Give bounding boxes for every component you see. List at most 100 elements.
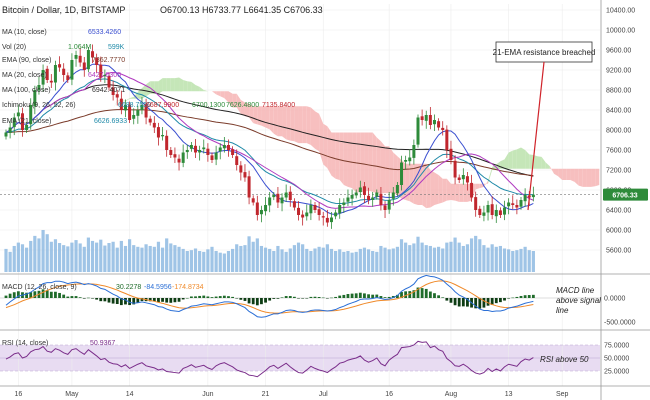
candle [395,182,399,197]
candle [478,205,482,218]
annotation-macd-line3: line [556,306,569,315]
macd-histogram-bar [503,298,506,301]
macd-histogram-bar [284,296,288,298]
legend-ma100-value: 6942.4071 [92,87,125,94]
macd-histogram-bar [461,298,465,307]
volume-bar [259,245,264,272]
macd-histogram-bar [527,295,531,298]
chart-header: Bitcoin / Dollar, 1D, BITSTAMP O6700.13 … [2,5,323,15]
volume-bar [292,245,296,272]
candle-body [375,192,379,197]
candle [222,137,226,153]
candle-body [123,105,127,111]
annotation-macd: MACD line above signal line [556,286,601,315]
volume-bar [177,246,181,272]
candle [523,188,527,207]
volume-bar [465,244,470,272]
cloud-segment [306,106,311,145]
candle-body [222,145,226,149]
volume-bar [399,239,404,272]
candle [325,209,329,227]
candle-body [428,115,432,125]
candle-body [515,205,519,208]
rsi-tick-label: 75.0000 [604,343,629,350]
time-tick-label: Jun [202,391,213,398]
cloud-segment [261,106,266,128]
time-tick-label: 21 [262,391,270,398]
volume-bar [70,242,74,272]
cloud-segment [578,168,583,187]
candle-body [41,70,45,85]
macd-histogram-bar [87,297,90,299]
volume-bar [12,245,16,272]
macd-histogram-bar [227,296,230,298]
candle-body [305,212,309,217]
candle [78,47,82,67]
macd-histogram-bar [128,298,131,306]
volume-bar [424,245,428,272]
cloud-segment [191,81,196,92]
macd-histogram-bar [173,298,177,303]
candle-body [218,147,222,152]
cloud-segment [586,168,592,187]
candle [140,97,144,115]
cloud-segment [170,78,175,92]
volume-bar [404,242,408,272]
volume-bar [107,243,111,272]
cloud-segment [298,106,303,144]
price-axis: 10400.00 10000.00 9600.00 9200.00 8800.00 840… [604,8,636,376]
volume-bar [57,243,62,272]
legend-ema90-value: 7362.7770 [92,57,125,64]
price-tick-label: 7600.00 [606,148,631,155]
volume-bar [461,245,465,272]
macd-histogram-bar [243,298,247,301]
candle [474,191,478,217]
candle-body [66,75,70,80]
candle [531,186,535,202]
volume-bar [358,248,362,272]
price-tick-label: 10400.00 [606,8,635,15]
candle [132,108,136,125]
price-tick-label: 9200.00 [606,68,631,75]
macd-histogram-bar [424,288,428,298]
candle [136,105,140,124]
cloud-segment [282,106,287,140]
macd-histogram-bar [321,297,325,299]
volume-bar [338,249,342,272]
volume-bar [449,241,453,272]
macd-histogram-bar [354,293,358,298]
candle-body [29,105,33,125]
volume-bar [325,244,329,272]
volume-bar [301,244,305,272]
candle-body [424,115,428,121]
cloud-segment [376,137,381,194]
volume-bar [152,246,156,272]
cloud-segment [240,100,245,117]
volume-bar [25,247,29,272]
candle [62,63,66,82]
candle [342,198,346,213]
annotation-rsi: RSI above 50 [540,355,589,364]
macd-histogram-bar [185,298,189,299]
volume-bar [115,247,119,272]
volume-bar [317,246,321,272]
candle [165,130,169,157]
candle-body [259,210,263,215]
candle [152,116,156,133]
annotation-macd-line1: MACD line [556,286,595,295]
volume-bar [156,241,161,272]
candle-body [70,60,74,80]
candle [226,139,230,157]
cloud-segment [372,132,377,194]
macd-histogram-bar [383,297,387,298]
candle-body [478,208,482,215]
candle-body [206,148,210,155]
candle-body [486,205,490,213]
candle-body [264,205,268,212]
candle [198,145,202,161]
candle [383,201,387,218]
candle [41,64,45,92]
volume-bar [140,247,144,272]
candle [33,85,37,115]
